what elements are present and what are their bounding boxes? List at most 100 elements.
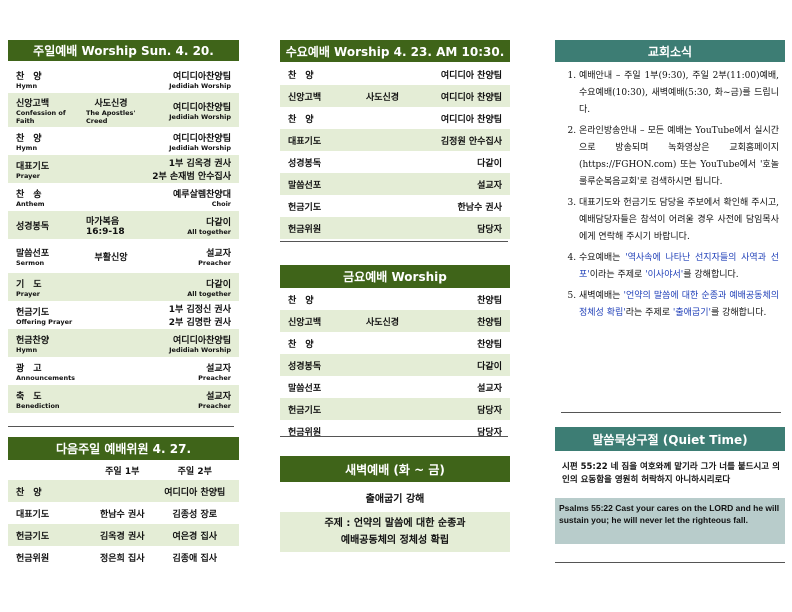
service-row: 찬 양 Hymn 여디디아찬양팀 Jedidiah Worship [8,127,239,155]
table-header: 주일 1부 주일 2부 [8,460,239,480]
role-en: Benediction [16,401,60,410]
role-cell: 기 도 Prayer [16,277,86,298]
service-row: 신앙고백 사도신경 찬양팀 [280,310,510,332]
role: 찬 양 [288,295,314,306]
leader: 1부 김정신 권사 [168,305,231,315]
role: 말씀선포 [288,383,322,394]
leader: 찬양팀 [477,295,502,306]
service-row: 대표기도 김정원 안수집사 [280,129,510,151]
role: 대표기도 [16,161,50,172]
content: 사도신경 [365,92,400,103]
table-row: 헌금기도 김옥경 권사 여은경 집사 [8,524,239,546]
news-text: 를 강해합니다. [710,308,767,318]
leader: 여디디아 찬양팀 [440,70,502,81]
leader-cell: 여디디아찬양팀 Jedidiah Worship [136,333,231,354]
role-cell: 대표기도 Prayer [16,159,86,180]
service-row: 말씀선포 설교자 [280,376,510,398]
content-cell: 사도신경 [358,90,407,103]
role: 기 도 [16,279,42,290]
leader: 2부 김명란 권사 [168,318,231,328]
news-item: 대표기도와 헌금기도 담당을 주보에서 확인해 주시고, 예배담당자들은 참석이… [579,195,779,246]
news-text: 라는 주제로 [625,308,673,318]
leader: 설교자 [206,363,231,374]
role-cell: 찬 양 Hymn [16,69,86,90]
section-header: 주일예배 Worship Sun. 4. 20. [8,40,239,61]
role: 찬 양 [16,71,42,82]
leader: 다같이 [206,279,231,290]
friday-rows: 찬 양 찬양팀 신앙고백 사도신경 찬양팀 찬 양 찬양팀 성경봉독 다같이 말씀선포 설교자 헌금기… [280,288,510,442]
service-row: 신앙고백 사도신경 여디디아 찬양팀 [280,85,510,107]
leader: 설교자 [206,391,231,402]
content-en: The Apostles' Creed [86,108,136,125]
leader: 담당자 [477,224,502,235]
service-row: 찬 양 여디디아 찬양팀 [280,107,510,129]
divider [555,562,785,563]
divider [8,426,234,427]
leader-en: Preacher [198,373,231,382]
role: 헌금기도 [16,307,50,318]
service-row: 기 도 Prayer 다같이 All together [8,273,239,301]
name: 김옥경 권사 [99,531,145,542]
leader: 다같이 [477,361,502,372]
service-row: 찬 양 찬양팀 [280,332,510,354]
news-item: 수요예배는 '역사속에 나타난 선지자들의 사역과 선포'이라는 주제로 '이사… [579,250,779,284]
leader-cell: 1부 김옥경 권사 2부 손재범 안수집사 [136,156,231,182]
news-text: 를 강해합니다. [683,270,739,280]
role-cell: 축 도 Benediction [16,389,86,410]
leader: 예루살렘찬양대 [173,189,231,200]
service-row: 성경봉독 다같이 [280,151,510,173]
leader-en: All together [187,289,231,298]
role: 헌금위원 [288,427,322,438]
leader: 설교자 [206,248,231,259]
name: 여은경 집사 [172,531,218,542]
leader-cell: 여디디아찬양팀 Jedidiah Worship [136,100,231,121]
leader: 여디디아 찬양팀 [440,92,502,103]
name: 김종성 장로 [172,509,218,520]
role: 대표기도 [16,509,50,520]
service-row: 헌금위원 담당자 [280,420,510,442]
table-row: 대표기도 한남수 권사 김종성 장로 [8,502,239,524]
news-text: 예배안내 – 주일 1부(9:30), 주일 2부(11:00)예배, 수요예배… [579,71,779,115]
service-row: 헌금기도 담당자 [280,398,510,420]
leader-en: Preacher [198,258,231,267]
role: 축 도 [16,391,42,402]
service-row: 헌금위원 담당자 [280,217,510,239]
leader: 한남수 권사 [457,202,502,213]
leader-cell: 설교자 Preacher [136,361,231,382]
role: 신앙고백 [288,317,322,328]
role-cell: 찬 송 Anthem [16,187,86,208]
role-cell: 찬 양 Hymn [16,131,86,152]
role: 헌금기도 [288,405,322,416]
leader: 다같이 [206,217,231,228]
theme-line: 예배공동체의 정체성 확립 [340,535,450,546]
news-text: 대표기도와 헌금기도 담당을 주보에서 확인해 주시고, 예배담당자들은 참석이… [579,198,779,242]
leader: 여디디아찬양팀 [173,102,231,113]
role: 헌금위원 [16,553,50,564]
table-row: 헌금위원 정은희 집사 김종애 집사 [8,546,239,568]
role: 성경봉독 [16,221,50,232]
next-week-table: 주일 1부 주일 2부 찬 양 여디디아 찬양팀 대표기도 한남수 권사 김종성 장로 헌금기… [8,460,239,568]
leader: 1부 김옥경 권사 [168,159,231,169]
role: 찬 양 [288,70,314,81]
column-header: 주일 1부 [105,466,140,477]
section-header: 금요예배 Worship [280,265,510,288]
role-cell: 성경봉독 [16,219,86,232]
role: 신앙고백 [288,92,322,103]
role-cell: 신앙고백 Confession of Faith [16,96,86,125]
service-row: 광 고 Announcements 설교자 Preacher [8,357,239,385]
role-cell: 광 고 Announcements [16,361,86,382]
role-en: Announcements [16,373,76,382]
leader-cell: 1부 김정신 권사 2부 김명란 권사 [136,302,231,328]
service-row: 찬 양 Hymn 여디디아찬양팀 Jedidiah Worship [8,65,239,93]
role-en: Prayer [16,289,41,298]
section-header: 수요예배 Worship 4. 23. AM 10:30. [280,40,510,62]
leader-en: Choir [211,199,231,208]
role: 말씀선포 [288,180,322,191]
section-header: 교회소식 [555,40,785,62]
role: 성경봉독 [288,158,322,169]
theme-line: 주제 : 언약의 말씀에 대한 순종과 [324,518,466,529]
leader-en: Jedidiah Worship [169,112,231,121]
role-en: Hymn [16,143,38,152]
name: 정은희 집사 [99,553,145,564]
